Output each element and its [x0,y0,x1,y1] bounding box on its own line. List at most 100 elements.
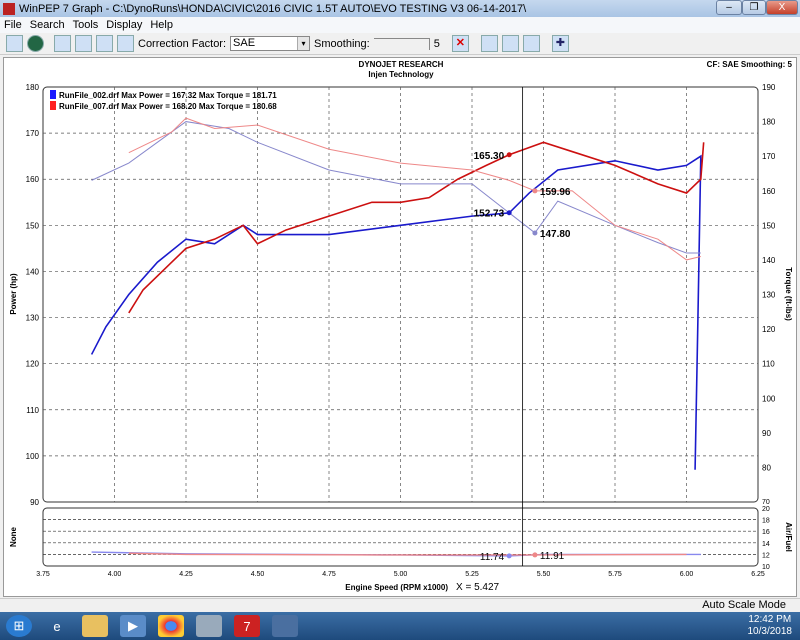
x-tick-label: 5.00 [394,571,408,578]
y-right-tick-label: 100 [762,394,776,403]
afr-tick-label: 20 [762,506,770,513]
app-icon [3,2,15,15]
y-right-tick-label: 110 [762,360,775,369]
x-axis-label: Engine Speed (RPM x1000) [345,583,448,592]
x-tick-label: 4.75 [322,571,336,578]
title-bar: WinPEP 7 Graph - C:\DynoRuns\HONDA\CIVIC… [0,0,800,17]
chart-header-shop: Injen Technology [368,70,434,79]
menu-help[interactable]: Help [150,19,173,31]
x-tick-label: 6.00 [680,571,694,578]
globe-icon[interactable] [27,35,44,52]
maximize-button[interactable]: ❐ [742,0,766,15]
y-left-tick-label: 140 [26,267,40,276]
marker-label: 152.73 [474,209,505,220]
crosshair-icon[interactable]: ✚ [551,35,569,52]
minimize-button[interactable]: – [716,0,742,15]
menu-search[interactable]: Search [29,19,65,31]
close-button[interactable]: X [766,0,798,15]
menu-tools[interactable]: Tools [72,19,99,31]
legend-run007[interactable]: RunFile_007.drf Max Power = 168.20 Max T… [59,102,277,111]
dropdown-arrow-icon: ▾ [297,37,310,50]
start-button[interactable]: ⊞ [6,615,32,637]
afr-marker-label: 11.91 [540,551,565,562]
afr-tick-label: 16 [762,529,770,536]
menu-bar: File Search Tools Display Help [0,17,800,33]
graph-torque-icon[interactable] [75,35,92,52]
y-left-tick-label: 150 [26,221,40,230]
afr-series [128,552,687,556]
y-right-tick-label: 160 [762,187,776,196]
marker-point [532,188,538,194]
x-tick-label: 5.75 [608,571,622,578]
x-tick-label: 5.25 [465,571,479,578]
menu-file[interactable]: File [4,19,22,31]
winpep-icon[interactable]: 7 [234,615,260,637]
grid-icon[interactable] [6,35,23,52]
dyno-graph[interactable]: DYNOJET RESEARCH Injen Technology CF: SA… [3,57,797,597]
y-right-tick-label: 190 [762,83,776,92]
afr-tick-label: 12 [762,552,770,559]
ie-icon[interactable]: e [53,618,61,634]
smoothing-value: 5 [433,37,440,50]
graph-both-icon[interactable] [96,35,113,52]
clear-icon[interactable]: ✕ [451,35,469,52]
app-icon-taskbar[interactable] [272,615,298,637]
series-torque-runfile_002 [91,121,701,254]
time: 12:42 PM [748,614,792,625]
y-left-tick-label: 120 [26,360,40,369]
legend-run002[interactable]: RunFile_002.drf Max Power = 167.32 Max T… [59,91,277,100]
zoom-icon[interactable] [480,35,498,52]
cursor-readout: X = 5.427 [456,582,500,593]
x-tick-label: 6.25 [751,571,765,578]
afr-plot-frame [42,507,759,567]
media-player-icon[interactable]: ▶ [120,615,146,637]
smoothing-label: Smoothing: [314,37,370,50]
lower-left-label: None [9,526,18,547]
y-right-tick-label: 180 [762,118,776,127]
marker-point [532,230,538,236]
marker-label: 159.96 [540,187,571,198]
pan-hand-icon[interactable] [501,35,519,52]
afr-tick-label: 18 [762,518,770,525]
legend-swatch-run007 [50,101,56,110]
y-right-tick-label: 130 [762,291,776,300]
x-tick-label: 4.00 [108,571,122,578]
menu-display[interactable]: Display [106,19,143,31]
y-left-tick-label: 180 [26,83,40,92]
calculator-icon[interactable] [196,615,222,637]
afr-marker-point [532,552,538,558]
marker-point [506,152,512,158]
y-right-tick-label: 140 [762,256,776,265]
correction-factor-select[interactable]: SAE ▾ [230,36,311,51]
y-left-tick-label: 130 [26,314,40,323]
taskbar: ⊞ e ▶ 7 [0,612,800,640]
series-power-runfile_007 [128,141,705,314]
window-title: WinPEP 7 Graph - C:\DynoRuns\HONDA\CIVIC… [19,2,527,15]
marker-label: 165.30 [474,151,505,162]
graph-power-icon[interactable] [54,35,71,52]
series-power-runfile_002 [90,154,702,470]
y-right-tick-label: 170 [762,152,776,161]
correction-factor-label: Correction Factor: [138,37,227,50]
explorer-icon[interactable] [82,615,108,637]
chart-svg: DYNOJET RESEARCH Injen Technology CF: SA… [9,60,793,593]
y-right-label: Torque (ft-lbs) [784,267,793,321]
date: 10/3/2018 [747,626,793,637]
scale-mode: Auto Scale Mode [702,599,786,611]
clock[interactable]: 12:42 PM 10/3/2018 [748,614,793,638]
series-torque-runfile_007 [128,117,701,261]
correction-factor-value: SAE [233,37,256,49]
y-left-tick-label: 110 [26,406,39,415]
legend: RunFile_002.drf Max Power = 167.32 Max T… [50,90,277,111]
afr-marker-point [506,553,512,559]
chrome-icon[interactable] [158,615,184,637]
afr-tick-label: 14 [762,541,770,548]
lower-right-label: Air/Fuel [784,522,793,552]
graph-multi-icon[interactable] [117,35,134,52]
y-left-tick-label: 160 [26,175,40,184]
x-tick-label: 5.50 [537,571,551,578]
legend-swatch-run002 [50,90,56,99]
select-icon[interactable] [522,35,540,52]
x-tick-label: 3.75 [36,571,50,578]
smoothing-slider[interactable] [373,37,430,50]
